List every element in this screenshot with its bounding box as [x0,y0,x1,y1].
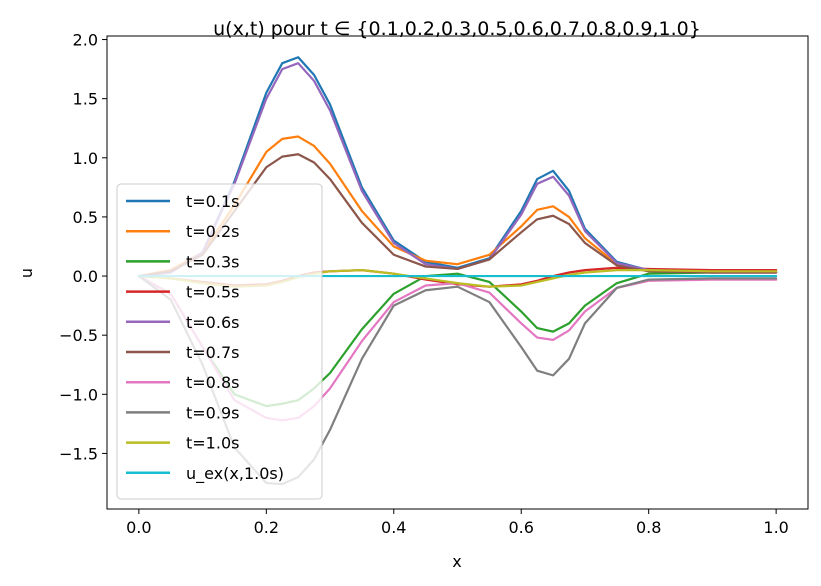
x-tick-label: 0.6 [509,518,534,537]
series-line-5 [137,153,778,278]
y-tick-label: −1.5 [59,444,98,463]
x-tick-label: 1.0 [763,518,788,537]
x-tick-label: 0.0 [126,518,151,537]
series-line-1 [137,135,778,278]
x-axis-label: x [452,552,461,571]
legend-label: t=1.0s [186,434,239,453]
legend-label: t=0.2s [186,222,239,241]
plot-frame [106,35,809,510]
x-tick-label: 0.8 [636,518,661,537]
chart-title: u(x,t) pour t ∈ {0.1,0.2,0.3,0.5,0.6,0.7… [213,18,701,40]
y-tick-label: −0.5 [59,326,98,345]
series-line-0 [137,56,778,278]
y-tick-label: 2.0 [73,31,98,50]
y-ticks: −1.5 −1.0 −0.5 0.0 0.5 1.0 1.5 2.0 [59,31,107,463]
legend-label: t=0.7s [186,343,239,362]
series-line-4 [137,62,778,278]
y-tick-label: 0.0 [73,267,98,286]
legend-label: t=0.6s [186,313,239,332]
legend-label: t=0.3s [186,252,239,271]
legend-label: t=0.5s [186,283,239,302]
legend-label: t=0.1s [186,192,239,211]
y-tick-label: 1.5 [73,90,98,109]
x-tick-label: 0.4 [381,518,406,537]
legend-box [116,183,323,500]
x-ticks: 0.0 0.2 0.4 0.6 0.8 1.0 [126,509,789,537]
y-tick-label: −1.0 [59,385,98,404]
y-tick-label: 0.5 [73,208,98,227]
y-axis-label: u [17,268,36,278]
y-tick-label: 1.0 [73,149,98,168]
x-tick-label: 0.2 [254,518,279,537]
legend-label: u_ex(x,1.0s) [186,464,284,484]
legend: t=0.1s t=0.2s t=0.3s t=0.5s t=0.6s t=0.7s t=0.… [116,183,323,500]
legend-label: t=0.8s [186,373,239,392]
legend-label: t=0.9s [186,403,239,422]
